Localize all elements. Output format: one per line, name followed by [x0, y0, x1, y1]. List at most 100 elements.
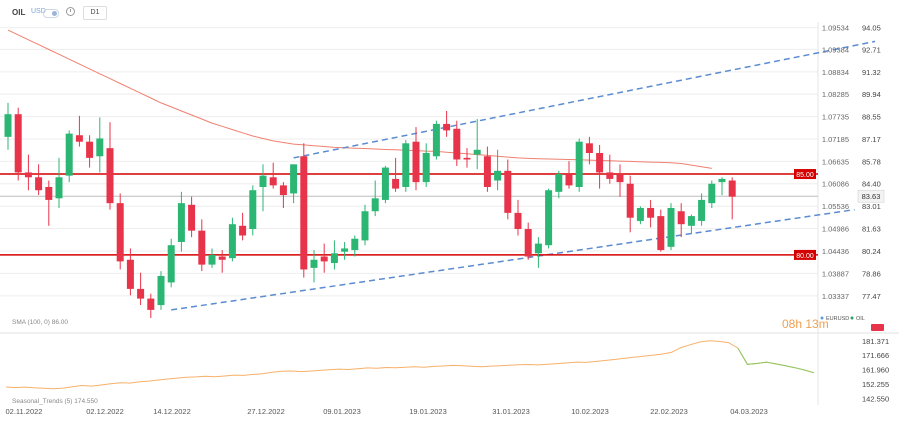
- oil-tick-label: 81.63: [862, 225, 881, 234]
- candle-body: [137, 288, 145, 299]
- candle-body: [453, 128, 461, 160]
- seasonal-tick-label: 171.666: [862, 351, 889, 360]
- legend-label: EURUSD: [826, 316, 849, 322]
- candle-body: [361, 211, 369, 241]
- candle-body: [647, 208, 655, 218]
- candle-body: [728, 180, 736, 197]
- candle-body: [616, 174, 624, 183]
- channel-line-lower: [171, 208, 855, 311]
- candle-body: [667, 208, 675, 247]
- x-tick-label: 02.11.2022: [6, 407, 43, 416]
- candle-body: [463, 157, 471, 160]
- seasonal-tick-label: 161.960: [862, 366, 889, 375]
- candle-body: [290, 164, 298, 194]
- countdown-label: 08h 13m: [782, 317, 829, 331]
- candle-body: [106, 148, 114, 204]
- chart-toolbar: OIL USD D1: [0, 0, 899, 28]
- oil-tick-label: 88.55: [862, 113, 881, 122]
- candle-body: [310, 259, 318, 268]
- candle-body: [198, 230, 206, 265]
- candle-body: [402, 143, 410, 187]
- eurusd-tick-label: 1.09534: [822, 24, 849, 33]
- candle-body: [381, 167, 389, 200]
- x-tick-label: 27.12.2022: [247, 407, 285, 416]
- candle-body: [565, 174, 573, 186]
- candle-body: [596, 153, 604, 173]
- candle-body: [177, 203, 185, 242]
- candle-body: [320, 256, 328, 262]
- candle-body: [677, 211, 685, 225]
- x-tick-label: 04.03.2023: [730, 407, 768, 416]
- candle-body: [504, 170, 512, 213]
- legend-dot: [820, 316, 824, 320]
- eurusd-tick-label: 1.06086: [822, 180, 849, 189]
- timeframe-select[interactable]: D1: [83, 6, 107, 20]
- candle-body: [147, 298, 155, 310]
- oil-tick-label: 83.01: [862, 202, 881, 211]
- candle-body: [514, 212, 522, 230]
- oil-tick-label: 78.86: [862, 269, 881, 278]
- candle-body: [188, 204, 196, 231]
- candle-body: [249, 190, 257, 230]
- oil-marker: [871, 324, 884, 331]
- candle-body: [708, 183, 716, 204]
- eurusd-tick-label: 1.08834: [822, 68, 849, 77]
- oil-tick-label: 92.71: [862, 45, 881, 54]
- oil-tick-label: 80.24: [862, 247, 881, 256]
- current-price-tag: [857, 189, 885, 203]
- clock-icon[interactable]: [66, 7, 75, 16]
- seasonal-tick-label: 142.550: [862, 394, 889, 403]
- candle-body: [626, 183, 634, 218]
- level-label-bg: [794, 249, 816, 260]
- oil-tick-label: 87.17: [862, 135, 881, 144]
- candle-body: [228, 224, 236, 259]
- candle-body: [545, 190, 553, 246]
- compare-toggle[interactable]: [43, 9, 59, 18]
- eurusd-tick-label: 1.07735: [822, 113, 849, 122]
- legend-label: OIL: [856, 316, 865, 322]
- candle-body: [126, 259, 134, 289]
- seasonal-tick-label: 152.255: [862, 380, 889, 389]
- candle-body: [483, 156, 491, 187]
- symbol-label[interactable]: OIL: [12, 8, 26, 17]
- candle-body: [239, 225, 247, 236]
- candle-body: [65, 133, 73, 176]
- candle-body: [45, 186, 53, 200]
- current-price-label: 83.63: [862, 192, 881, 201]
- eurusd-tick-label: 1.08285: [822, 90, 849, 99]
- candle-body: [494, 170, 502, 181]
- eurusd-tick-label: 1.03337: [822, 292, 849, 301]
- eurusd-tick-label: 1.04436: [822, 247, 849, 256]
- candle-body: [351, 238, 359, 251]
- oil-tick-label: 85.78: [862, 157, 881, 166]
- candle-body: [259, 175, 267, 187]
- candle-body: [443, 123, 451, 131]
- candle-body: [116, 203, 124, 262]
- candle-body: [55, 177, 63, 199]
- oil-tick-label: 89.94: [862, 90, 881, 99]
- x-tick-label: 19.01.2023: [409, 407, 447, 416]
- seasonal-tick-label: 181.371: [862, 337, 889, 346]
- sma-line: [7, 29, 712, 169]
- x-tick-label: 22.02.2023: [650, 407, 688, 416]
- compare-pair-label: USD: [31, 8, 46, 15]
- candle-body: [157, 275, 165, 306]
- eurusd-tick-label: 1.05536: [822, 202, 849, 211]
- level-label-bg: [794, 169, 816, 180]
- candle-body: [96, 138, 104, 157]
- candle-body: [24, 172, 32, 178]
- seasonal-line: [5, 340, 815, 390]
- candle-body: [422, 153, 430, 183]
- candle-body: [279, 185, 287, 196]
- eurusd-tick-label: 1.04986: [822, 225, 849, 234]
- x-tick-label: 10.02.2023: [571, 407, 609, 416]
- candle-body: [473, 149, 481, 155]
- candle-body: [14, 114, 22, 173]
- candle-body: [392, 178, 400, 189]
- candle-body: [300, 156, 308, 270]
- candle-body: [86, 141, 94, 158]
- seasonal-projection-line: [737, 347, 815, 374]
- oil-tick-label: 94.05: [862, 24, 881, 33]
- x-tick-label: 02.12.2022: [86, 407, 124, 416]
